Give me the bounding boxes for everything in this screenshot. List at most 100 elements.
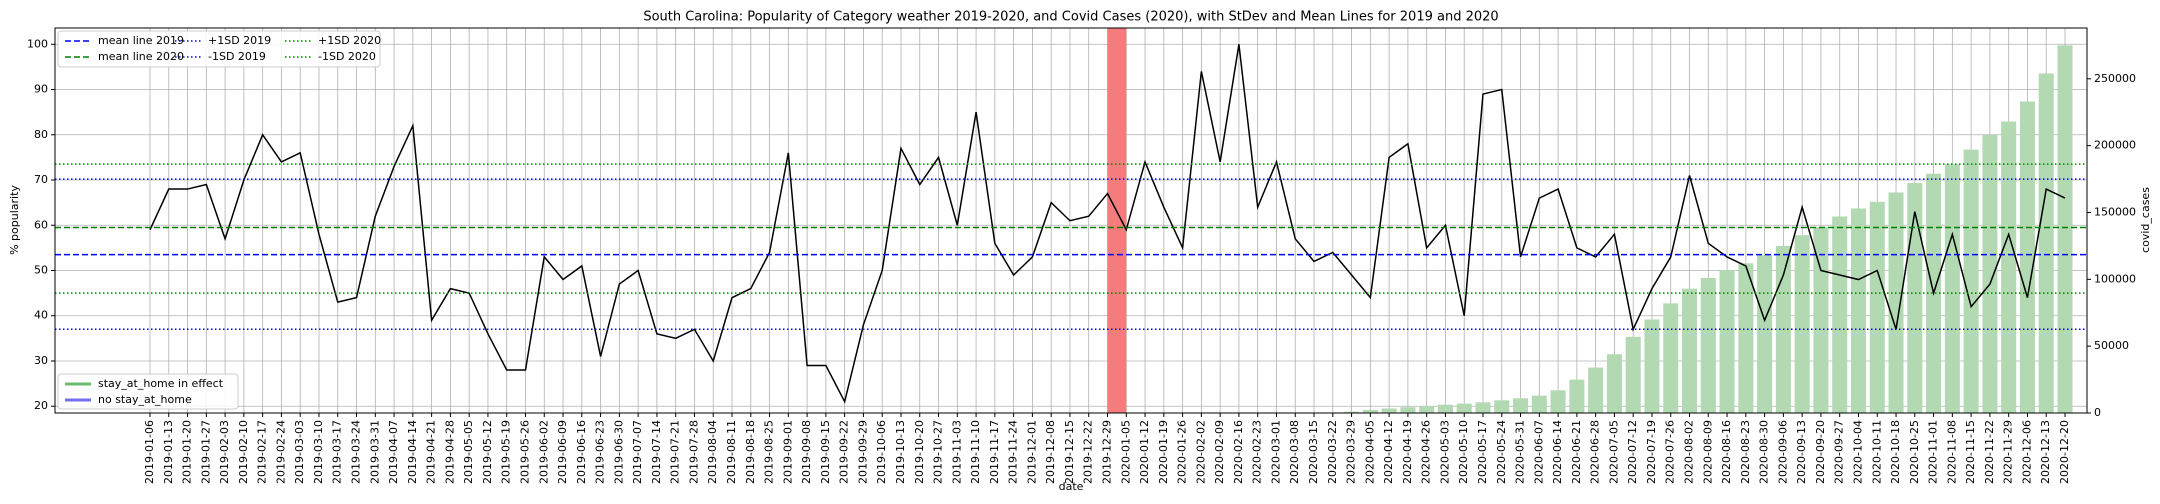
line [149,44,2066,404]
y2-tick-label: 150000 [2094,205,2136,218]
legend-label: mean line 2019 [98,34,184,47]
x-tick-label: 2020-04-26 [1420,420,1433,484]
x-tick-label: 2020-01-19 [1157,420,1170,484]
bar [1719,269,1735,413]
bar [1381,408,1397,413]
bar [1832,216,1848,413]
x-tick-label: 2019-09-22 [838,420,851,484]
y-tick-label: 60 [34,218,48,231]
x-tick-label: 2019-12-22 [1082,420,1095,484]
bar [1888,192,1904,413]
highlight-band [1107,28,1127,413]
x-tick-label: 2020-03-01 [1269,420,1282,484]
x-tick-label: 2019-12-29 [1101,420,1114,484]
x-tick-label: 2019-03-10 [312,420,325,484]
bar [1700,277,1716,413]
x-tick-label: 2020-03-15 [1307,420,1320,484]
x-tick-label: 2020-10-11 [1870,420,1883,484]
bar [1850,208,1866,413]
x-tick-label: 2019-03-03 [293,420,306,484]
x-tick-label: 2020-10-25 [1908,420,1921,484]
x-tick-label: 2019-02-24 [274,420,287,484]
bar [1437,404,1453,413]
x-tick-label: 2020-12-20 [2058,420,2071,484]
x-tick-label: 2019-01-20 [181,420,194,484]
x-tick-label: 2020-07-05 [1607,420,1620,484]
x-tick-label: 2020-02-02 [1194,420,1207,484]
x-tick-label: 2020-04-12 [1382,420,1395,484]
y-axis-label: % popularity [8,185,21,255]
x-tick-label: 2019-02-10 [237,420,250,484]
x-tick-label: 2020-01-05 [1119,420,1132,484]
bar [2001,121,2017,413]
bar [1944,164,1960,413]
bar [1475,402,1491,413]
x-tick-label: 2019-10-20 [913,420,926,484]
x-tick-label: 2019-05-19 [500,420,513,484]
chart-title: South Carolina: Popularity of Category w… [643,10,1498,25]
x-tick-label: 2019-12-08 [1044,420,1057,484]
bar [1644,319,1660,413]
x-axis-label: date [1059,480,1084,493]
x-tick-label: 2019-11-03 [950,420,963,484]
x-tick-label: 2020-05-31 [1514,420,1527,484]
x-tick-label: 2019-04-14 [406,420,419,484]
x-tick-label: 2019-06-30 [612,420,625,484]
x-tick-label: 2020-06-21 [1570,420,1583,484]
x-tick-label: 2019-06-02 [537,420,550,484]
x-tick-label: 2020-05-17 [1476,420,1489,484]
x-tick-label: 2020-09-20 [1814,420,1827,484]
x-tick-label: 2020-08-02 [1683,420,1696,484]
x-tick-label: 2019-09-15 [819,420,832,484]
x-tick-label: 2020-07-26 [1664,420,1677,484]
bar [1419,406,1435,413]
x-tick-label: 2019-07-07 [631,420,644,484]
x-tick-label: 2019-01-13 [162,420,175,484]
legend-label: +1SD 2020 [318,34,381,47]
bar [1738,263,1754,413]
x-tick-label: 2019-07-14 [650,420,663,484]
x-tick-label: 2020-07-19 [1645,420,1658,484]
bar [2038,73,2054,413]
x-tick-label: 2019-04-28 [443,420,456,484]
y-tick-label: 70 [34,173,48,186]
legend-label: no stay_at_home [98,393,192,406]
x-tick-label: 2019-09-08 [800,420,813,484]
x-tick-label: 2020-02-16 [1232,420,1245,484]
x-tick-label: 2020-11-15 [1964,420,1977,484]
y2-tick-label: 250000 [2094,72,2136,85]
bar [1569,379,1585,413]
y-tick-label: 40 [34,309,48,322]
x-tick-label: 2020-03-29 [1345,420,1358,484]
x-tick-label: 2019-07-28 [687,420,700,484]
x-tick-label: 2019-08-18 [744,420,757,484]
x-tick-label: 2019-04-21 [425,420,438,484]
x-tick-label: 2020-11-29 [2002,420,2015,484]
bar [1963,149,1979,414]
x-tick-label: 2020-04-19 [1401,420,1414,484]
x-tick-label: 2020-02-23 [1251,420,1264,484]
x-tick-label: 2019-08-25 [763,420,776,484]
bar [1550,390,1566,413]
x-tick-label: 2019-05-05 [462,420,475,484]
x-tick-label: 2020-11-01 [1927,420,1940,484]
bar [1813,227,1829,413]
bar [1513,398,1529,413]
x-tick-label: 2019-01-06 [143,420,156,484]
x-tick-label: 2019-11-17 [988,420,1001,484]
bar [1362,409,1378,413]
y2-tick-label: 50000 [2094,339,2129,352]
legend-label: -1SD 2019 [208,50,266,63]
x-tick-label: 2019-07-21 [669,420,682,484]
x-tick-label: 2019-06-16 [575,420,588,484]
x-tick-label: 2020-09-13 [1795,420,1808,484]
bar [1907,183,1923,413]
x-tick-label: 2019-03-17 [331,420,344,484]
plot-frame [54,27,2088,414]
y2-tick-label: 100000 [2094,272,2136,285]
bar [2019,101,2035,414]
y-tick-label: 20 [34,399,48,412]
bar [1982,134,1998,413]
y2-tick-label: 200000 [2094,139,2136,152]
